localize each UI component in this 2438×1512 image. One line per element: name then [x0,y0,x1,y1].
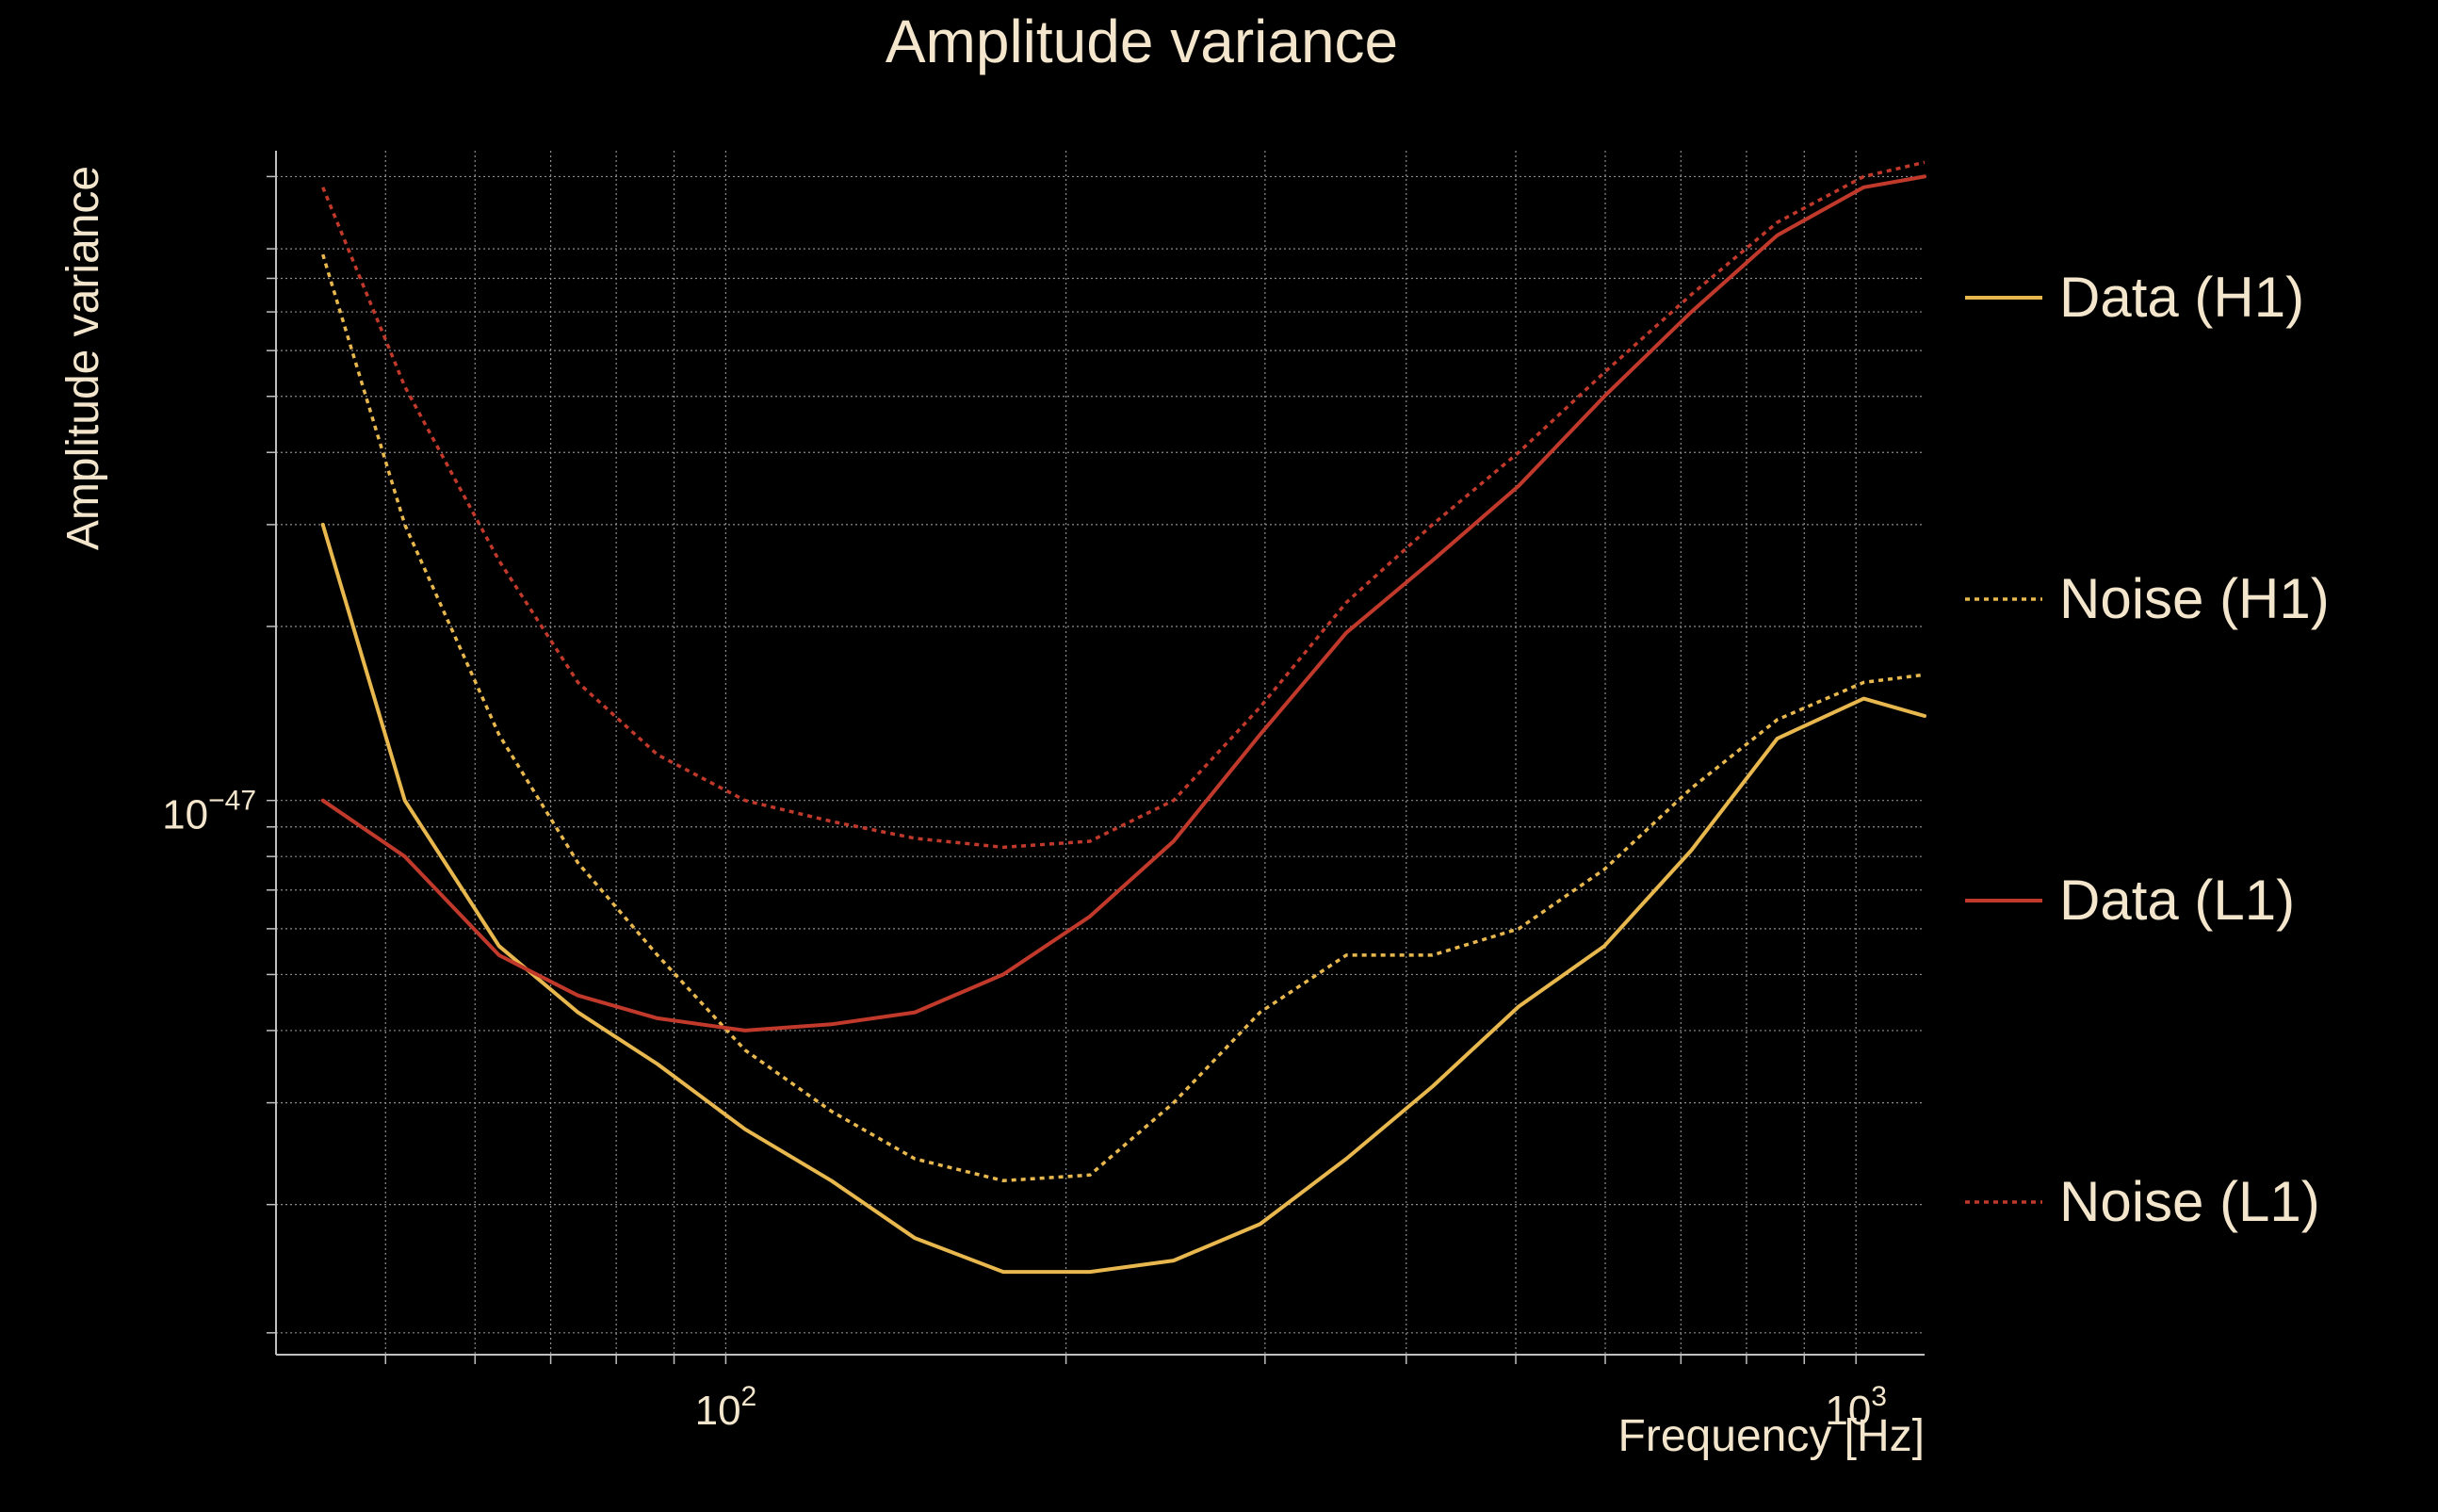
series-line-data-h1 [320,522,1926,1275]
x-tick-label: 103 [1825,1381,1887,1434]
x-tick-label: 102 [695,1381,757,1434]
series-line-data-l1 [320,174,1926,1032]
grid-lines [276,151,1925,1355]
y-axis-label: Amplitude variance [58,166,108,550]
y-tick-label: 10−47 [162,786,256,838]
axes: 102 103 10−47 [162,151,1925,1434]
legend: Data (H1) Noise (H1) Data (L1) Noise (L1) [1965,266,2330,1233]
legend-label: Data (L1) [2059,869,2295,932]
x-axis-label: Frequency [Hz] [1618,1411,1925,1461]
series-line-noise-h1 [321,253,1926,1183]
legend-label: Noise (L1) [2059,1170,2320,1233]
data-series [320,160,1926,1275]
legend-label: Noise (H1) [2059,567,2330,630]
series-line-noise-l1 [321,160,1926,850]
chart-title: Amplitude variance [886,8,1398,75]
legend-label: Data (H1) [2059,266,2304,329]
